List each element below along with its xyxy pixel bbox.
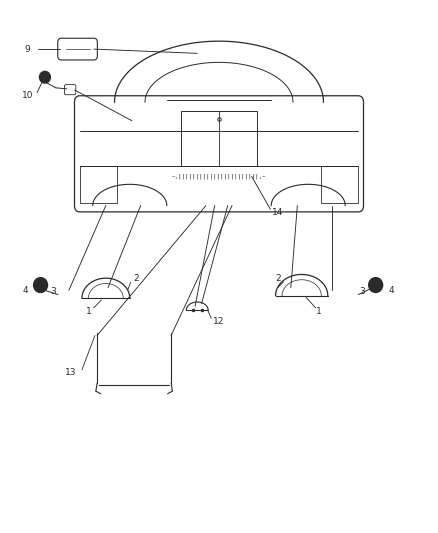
Text: 12: 12	[213, 317, 225, 326]
Bar	[181, 110, 257, 166]
Text: ~,|||||||||||||||||||||||,~: ~,|||||||||||||||||||||||,~	[172, 174, 266, 179]
Text: 4: 4	[22, 286, 28, 295]
Ellipse shape	[34, 278, 47, 293]
Text: 3: 3	[50, 287, 56, 296]
Ellipse shape	[369, 278, 383, 293]
Text: 9: 9	[25, 45, 30, 54]
Text: 1: 1	[85, 306, 91, 316]
Text: 2: 2	[275, 273, 281, 282]
Text: 10: 10	[22, 91, 33, 100]
Text: 14: 14	[272, 208, 283, 217]
Text: 13: 13	[65, 368, 77, 377]
Ellipse shape	[39, 71, 50, 83]
Text: 3: 3	[359, 287, 364, 296]
Bar	[321, 166, 358, 203]
Bar	[80, 166, 117, 203]
Text: 2: 2	[134, 274, 139, 283]
Text: 1: 1	[316, 306, 322, 316]
Text: 4: 4	[388, 286, 394, 295]
